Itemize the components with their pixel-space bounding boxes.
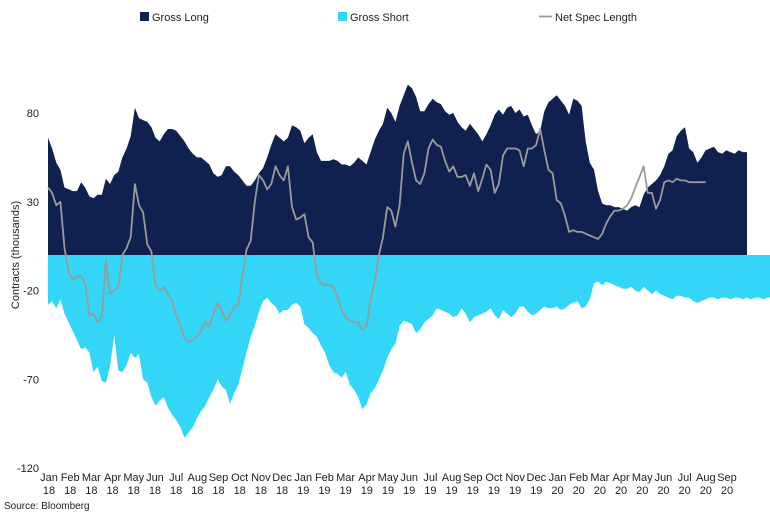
x-tick-month: Apr [358, 472, 375, 484]
x-tick-month: Feb [61, 472, 80, 484]
x-tick-year: 18 [106, 485, 118, 497]
legend-label: Gross Short [350, 12, 409, 24]
x-tick-year: 20 [594, 485, 606, 497]
x-tick-month: May [378, 472, 399, 484]
x-tick-month: Apr [104, 472, 121, 484]
x-tick-year: 19 [445, 485, 457, 497]
source-note: Source: Bloomberg [4, 501, 90, 512]
x-tick-year: 18 [191, 485, 203, 497]
gross-short-area [48, 255, 770, 438]
x-tick-month: Oct [485, 472, 502, 484]
x-tick-year: 19 [318, 485, 330, 497]
x-tick-month: Sep [463, 472, 483, 484]
legend: Gross Long Gross Short Net Spec Length [140, 12, 637, 24]
x-tick-year: 20 [573, 485, 585, 497]
x-tick-month: Mar [336, 472, 355, 484]
x-tick-year: 20 [657, 485, 669, 497]
y-tick-label: -70 [23, 374, 39, 386]
x-tick-year: 20 [551, 485, 563, 497]
legend-label: Gross Long [152, 12, 209, 24]
x-tick-year: 19 [340, 485, 352, 497]
x-tick-year: 20 [679, 485, 691, 497]
net-spec-length-line [47, 128, 706, 343]
y-tick-label: 80 [27, 108, 39, 120]
legend-label: Net Spec Length [555, 12, 637, 24]
plot-area [47, 84, 770, 438]
x-tick-month: Nov [251, 472, 271, 484]
legend-swatch [338, 12, 347, 21]
gross-long-area [48, 84, 747, 255]
x-tick-year: 20 [700, 485, 712, 497]
legend-swatch [140, 12, 149, 21]
x-tick-year: 18 [255, 485, 267, 497]
x-tick-year: 19 [403, 485, 415, 497]
x-tick-year: 19 [382, 485, 394, 497]
x-tick-month: Jun [655, 472, 673, 484]
x-tick-year: 20 [721, 485, 733, 497]
x-axis: Jan18Feb18Mar18Apr18May18Jun18Jul18Aug18… [40, 472, 737, 497]
x-tick-month: Feb [569, 472, 588, 484]
x-tick-month: May [632, 472, 653, 484]
x-tick-month: Feb [315, 472, 334, 484]
x-tick-month: Jan [549, 472, 567, 484]
x-tick-month: Sep [717, 472, 737, 484]
y-axis-label: Contracts (thousands) [10, 201, 22, 309]
x-tick-year: 18 [276, 485, 288, 497]
x-tick-month: Mar [82, 472, 101, 484]
x-tick-month: Dec [272, 472, 292, 484]
x-tick-year: 18 [212, 485, 224, 497]
y-axis: 80 30 -20 -70 -120 [17, 108, 39, 475]
x-tick-month: Jun [146, 472, 164, 484]
y-tick-label: -120 [17, 463, 39, 475]
x-tick-year: 18 [43, 485, 55, 497]
x-tick-year: 19 [424, 485, 436, 497]
x-tick-year: 18 [85, 485, 97, 497]
x-tick-month: Jan [40, 472, 58, 484]
x-tick-year: 18 [234, 485, 246, 497]
x-tick-year: 19 [488, 485, 500, 497]
x-tick-year: 19 [361, 485, 373, 497]
x-tick-month: Aug [442, 472, 462, 484]
x-tick-year: 19 [467, 485, 479, 497]
x-tick-month: Mar [590, 472, 609, 484]
x-tick-year: 20 [636, 485, 648, 497]
x-tick-year: 19 [530, 485, 542, 497]
x-tick-year: 18 [128, 485, 140, 497]
x-tick-month: Jul [169, 472, 183, 484]
x-tick-month: Apr [613, 472, 630, 484]
x-tick-month: Jul [678, 472, 692, 484]
x-tick-month: Dec [527, 472, 547, 484]
y-tick-label: 30 [27, 197, 39, 209]
x-tick-year: 18 [149, 485, 161, 497]
x-tick-month: Aug [188, 472, 208, 484]
x-tick-month: May [123, 472, 144, 484]
x-tick-month: Nov [505, 472, 525, 484]
x-tick-month: Aug [696, 472, 716, 484]
x-tick-year: 19 [297, 485, 309, 497]
x-tick-year: 19 [509, 485, 521, 497]
x-tick-month: Jan [294, 472, 312, 484]
x-tick-year: 18 [64, 485, 76, 497]
x-tick-month: Jun [400, 472, 418, 484]
x-tick-year: 18 [170, 485, 182, 497]
x-tick-month: Jul [423, 472, 437, 484]
x-tick-year: 20 [615, 485, 627, 497]
x-tick-month: Oct [231, 472, 248, 484]
x-tick-month: Sep [209, 472, 229, 484]
y-tick-label: -20 [23, 286, 39, 298]
